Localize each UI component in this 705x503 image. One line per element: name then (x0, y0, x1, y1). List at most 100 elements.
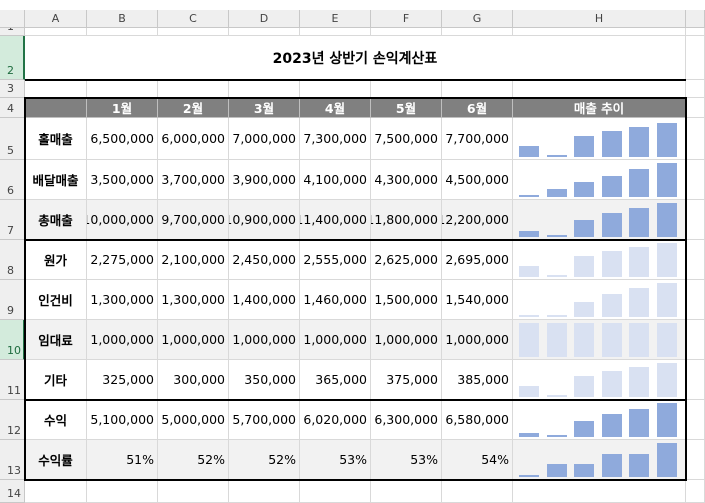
row-label: 수익률 (25, 440, 87, 480)
row-label: 원가 (25, 240, 87, 280)
cell[interactable] (371, 80, 442, 98)
column-header[interactable]: D (229, 10, 300, 28)
column-header[interactable]: E (300, 10, 371, 28)
cell[interactable] (371, 28, 442, 36)
cell[interactable] (686, 118, 705, 160)
sparkline-bar (519, 145, 539, 157)
row-header[interactable]: 9 (0, 280, 25, 320)
cell[interactable] (686, 440, 705, 480)
column-header[interactable]: B (87, 10, 158, 28)
cell[interactable] (686, 320, 705, 360)
column-header[interactable]: A (25, 10, 87, 28)
value-cell: 325,000 (87, 360, 158, 400)
sparkline-bar (519, 432, 539, 437)
sparkline-bar (574, 323, 594, 357)
sparkline-bar (629, 408, 649, 437)
column-header[interactable]: C (158, 10, 229, 28)
sparkline-bar (601, 130, 622, 157)
value-cell: 350,000 (229, 360, 300, 400)
header-cell: 1월 (87, 98, 158, 118)
column-header[interactable]: F (371, 10, 442, 28)
value-cell: 1,000,000 (158, 320, 229, 360)
row-header[interactable]: 2 (0, 36, 25, 80)
cell[interactable] (158, 480, 229, 503)
cell[interactable] (686, 98, 705, 118)
cell[interactable] (686, 200, 705, 240)
cell[interactable] (300, 480, 371, 503)
cell[interactable] (158, 28, 229, 36)
cell[interactable] (686, 240, 705, 280)
column-header[interactable]: G (442, 10, 513, 28)
row-header[interactable]: 6 (0, 160, 25, 200)
cell[interactable] (686, 280, 705, 320)
cell[interactable] (513, 28, 686, 36)
cell[interactable] (513, 80, 686, 98)
value-cell: 1,000,000 (442, 320, 513, 360)
cell[interactable] (87, 480, 158, 503)
sparkline-bar (546, 235, 567, 237)
cell[interactable] (25, 80, 87, 98)
cell[interactable] (686, 160, 705, 200)
cell[interactable] (442, 480, 513, 503)
row-header[interactable]: 12 (0, 400, 25, 440)
row-header[interactable]: 14 (0, 480, 25, 503)
cell[interactable] (686, 400, 705, 440)
cell[interactable] (87, 28, 158, 36)
cell[interactable] (686, 360, 705, 400)
row-header[interactable]: 7 (0, 200, 25, 240)
sparkline-bar (546, 275, 567, 277)
cell[interactable] (686, 36, 705, 80)
sparkline-bar (546, 155, 567, 157)
value-cell: 385,000 (442, 360, 513, 400)
row-header[interactable]: 4 (0, 98, 25, 118)
cell[interactable] (371, 480, 442, 503)
value-cell: 3,700,000 (158, 160, 229, 200)
row-header[interactable]: 8 (0, 240, 25, 280)
cell[interactable] (229, 80, 300, 98)
sparkline-bar (546, 315, 567, 317)
cell[interactable] (229, 28, 300, 36)
row-header[interactable]: 13 (0, 440, 25, 480)
sparkline-bar (601, 370, 622, 397)
cell[interactable] (25, 28, 87, 36)
row-label: 인건비 (25, 280, 87, 320)
sparkline-bar (574, 256, 594, 277)
row-label: 수익 (25, 400, 87, 440)
cell[interactable] (686, 80, 705, 98)
cell[interactable] (300, 80, 371, 98)
sheet-title: 2023년 상반기 손익계산표 (25, 36, 686, 80)
value-cell: 51% (87, 440, 158, 480)
sparkline-bar (629, 169, 649, 197)
cell[interactable] (87, 80, 158, 98)
value-cell: 5,100,000 (87, 400, 158, 440)
sparkline-bar (519, 265, 539, 277)
cell[interactable] (300, 28, 371, 36)
cell[interactable] (442, 80, 513, 98)
sparkline-bar (656, 123, 677, 157)
sparkline-bar (656, 163, 677, 197)
sparkline-bar (546, 395, 567, 397)
cell[interactable] (158, 80, 229, 98)
cell[interactable] (442, 28, 513, 36)
cell[interactable] (686, 480, 705, 503)
value-cell: 9,700,000 (158, 200, 229, 240)
value-cell: 6,020,000 (300, 400, 371, 440)
value-cell: 53% (300, 440, 371, 480)
cell[interactable] (25, 480, 87, 503)
value-cell: 1,000,000 (229, 320, 300, 360)
row-header[interactable]: 11 (0, 360, 25, 400)
row-header[interactable]: 5 (0, 118, 25, 160)
column-header[interactable]: H (513, 10, 686, 28)
row-header[interactable]: 10 (0, 320, 25, 360)
cell[interactable] (513, 480, 686, 503)
sparkline-bar (601, 213, 622, 237)
sparkline-bar (546, 435, 567, 437)
row-header[interactable]: 1 (0, 28, 25, 36)
sparkline-bar (656, 403, 677, 437)
border-line (25, 399, 687, 401)
row-header[interactable]: 3 (0, 80, 25, 98)
sparkline-bar (656, 443, 677, 477)
cell[interactable] (229, 480, 300, 503)
cell[interactable] (686, 28, 705, 36)
